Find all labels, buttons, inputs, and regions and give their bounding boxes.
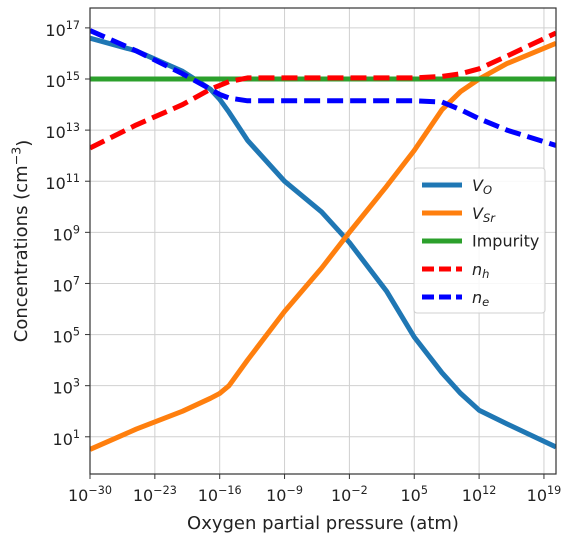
- text-part: 5: [421, 484, 428, 497]
- text-part: Concentrations (cm: [11, 165, 32, 342]
- x-tick-label: 10−9: [266, 484, 303, 505]
- text-part: −3: [8, 147, 23, 166]
- x-tick-label: 10−2: [331, 484, 368, 505]
- text-part: Sr: [483, 211, 496, 225]
- x-tick-label: 10−16: [198, 484, 242, 505]
- text-part: 10: [45, 123, 65, 142]
- y-tick-label: 1017: [45, 19, 80, 40]
- y-axis-label: Concentrations (cm−3): [8, 140, 35, 343]
- text-part: −16: [218, 484, 242, 497]
- legend-label: Impurity: [472, 232, 539, 251]
- text-part: 1: [73, 428, 80, 441]
- y-tick-label: 101: [53, 428, 80, 449]
- text-part: 10: [53, 276, 73, 295]
- text-part: 10: [53, 378, 73, 397]
- legend-box: [413, 167, 546, 314]
- text-part: 13: [66, 121, 80, 134]
- text-part: O: [483, 183, 492, 197]
- text-part: 9: [73, 223, 80, 236]
- text-part: ): [13, 140, 34, 147]
- text-part: −2: [351, 484, 368, 497]
- legend-label: ne: [472, 288, 489, 309]
- y-tick-label: 103: [53, 377, 80, 398]
- y-tick-label: 1013: [45, 121, 80, 142]
- x-tick-label: 1019: [527, 484, 562, 505]
- series-line: [90, 30, 556, 151]
- text-part: V: [472, 204, 484, 223]
- y-tick-label: 109: [53, 223, 80, 244]
- text-part: h: [482, 267, 489, 281]
- text-part: 11: [66, 172, 80, 185]
- text-part: 12: [482, 484, 496, 497]
- x-tick-label: 10−23: [133, 484, 177, 505]
- text-part: 5: [73, 326, 80, 339]
- text-part: 10: [68, 486, 88, 505]
- text-part: 10: [462, 486, 482, 505]
- text-part: 10: [266, 486, 286, 505]
- legend-label: VO: [472, 176, 492, 197]
- y-tick-label: 1015: [45, 70, 80, 91]
- plot-frame: [89, 7, 557, 475]
- text-part: 10: [133, 486, 153, 505]
- text-part: 10: [45, 71, 65, 90]
- text-part: −23: [153, 484, 177, 497]
- series-line: [90, 40, 556, 452]
- text-part: 3: [73, 377, 80, 390]
- text-part: n: [472, 288, 482, 307]
- text-part: 10: [45, 20, 65, 39]
- text-part: 10: [53, 225, 73, 244]
- text-part: n: [472, 260, 482, 279]
- text-part: 17: [66, 19, 80, 32]
- text-part: 7: [73, 274, 80, 287]
- text-part: −9: [286, 484, 303, 497]
- y-tick-label: 1011: [45, 172, 80, 193]
- text-part: 10: [401, 486, 421, 505]
- x-axis-label: Oxygen partial pressure (atm): [187, 513, 459, 534]
- text-part: 10: [331, 486, 351, 505]
- text-part: 10: [45, 174, 65, 193]
- text-part: V: [472, 176, 484, 195]
- x-tick-label: 10−30: [68, 484, 112, 505]
- y-tick-label: 105: [53, 326, 80, 347]
- text-part: 10: [53, 327, 73, 346]
- legend-label: nh: [472, 260, 489, 281]
- x-tick-label: 105: [401, 484, 428, 505]
- text-part: 10: [53, 429, 73, 448]
- x-tick-label: 1012: [462, 484, 497, 505]
- legend-label: VSr: [472, 204, 496, 225]
- text-part: 10: [198, 486, 218, 505]
- text-part: 19: [547, 484, 561, 497]
- text-part: e: [482, 295, 489, 309]
- y-tick-label: 107: [53, 274, 80, 295]
- text-part: 15: [66, 70, 80, 83]
- text-part: −30: [88, 484, 112, 497]
- text-part: 10: [527, 486, 547, 505]
- series-line: [90, 28, 556, 148]
